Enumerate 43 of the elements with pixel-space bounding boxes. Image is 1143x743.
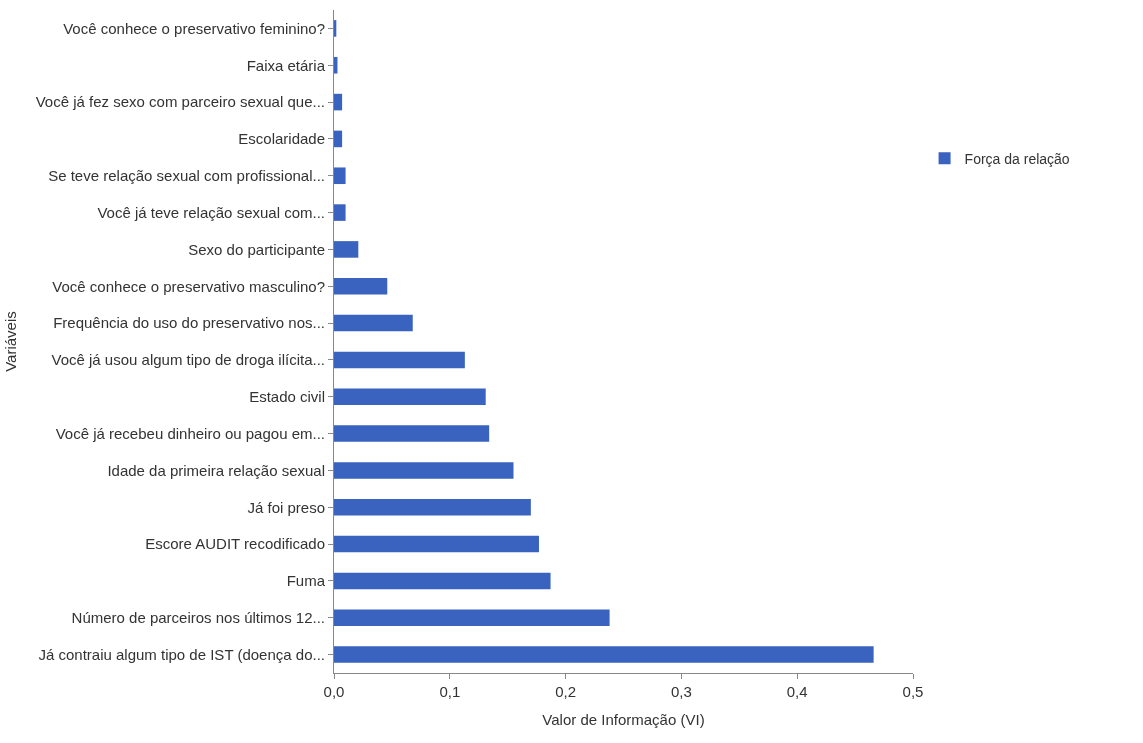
- y-tick-label: Frequência do uso do preservativo nos...: [53, 314, 325, 332]
- bar: [334, 462, 514, 479]
- legend-label: Força da relação: [964, 150, 1070, 167]
- bar: [334, 572, 551, 590]
- bar: [334, 277, 388, 295]
- bar: [334, 351, 465, 369]
- bar: [334, 388, 486, 406]
- x-tick-label: 0,5: [902, 683, 924, 700]
- y-axis-title: Variáveis: [1, 311, 19, 372]
- y-tick-label: Você já recebeu dinheiro ou pagou em...: [55, 424, 325, 442]
- bar: [334, 314, 413, 332]
- bar: [334, 93, 343, 111]
- bar: [334, 646, 874, 663]
- x-tick-label: 0,4: [786, 683, 808, 700]
- bar: [334, 241, 359, 258]
- y-tick-label: Escolaridade: [238, 130, 325, 148]
- x-tick-label: 0,0: [323, 683, 345, 700]
- y-tick-label: Você conhece o preservativo masculino?: [52, 277, 325, 295]
- bar: [334, 609, 610, 627]
- y-tick-label: Você já teve relação sexual com...: [97, 203, 325, 221]
- bar: [334, 425, 490, 442]
- y-tick-label: Fuma: [286, 572, 326, 590]
- y-tick-label: Estado civil: [249, 388, 325, 405]
- bar: [334, 167, 346, 185]
- y-tick-label: Já foi preso: [247, 498, 325, 516]
- x-tick-label: 0,1: [439, 683, 461, 700]
- bar: [334, 535, 539, 553]
- y-tick-label: Se teve relação sexual com profissional...: [48, 167, 325, 184]
- x-axis-title: Valor de Informação (VI): [542, 711, 705, 728]
- y-tick-label: Você já fez sexo com parceiro sexual que...: [35, 93, 325, 111]
- y-tick-label: Escore AUDIT recodificado: [145, 535, 325, 553]
- bar: [334, 204, 346, 221]
- bar: [334, 130, 343, 148]
- y-tick-label: Você conhece o preservativo feminino?: [63, 19, 325, 37]
- bar: [334, 498, 531, 516]
- x-tick-label: 0,2: [555, 683, 577, 700]
- y-tick-label: Sexo do participante: [188, 240, 325, 258]
- y-tick-label: Idade da primeira relação sexual: [107, 461, 325, 479]
- y-tick-label: Já contraiu algum tipo de IST (doença do...: [38, 645, 325, 663]
- y-tick-label: Você já usou algum tipo de droga ilícita...: [51, 351, 325, 369]
- y-tick-label: Faixa etária: [246, 56, 326, 74]
- y-tick-label: Número de parceiros nos últimos 12...: [71, 609, 325, 626]
- x-tick-label: 0,3: [670, 683, 692, 700]
